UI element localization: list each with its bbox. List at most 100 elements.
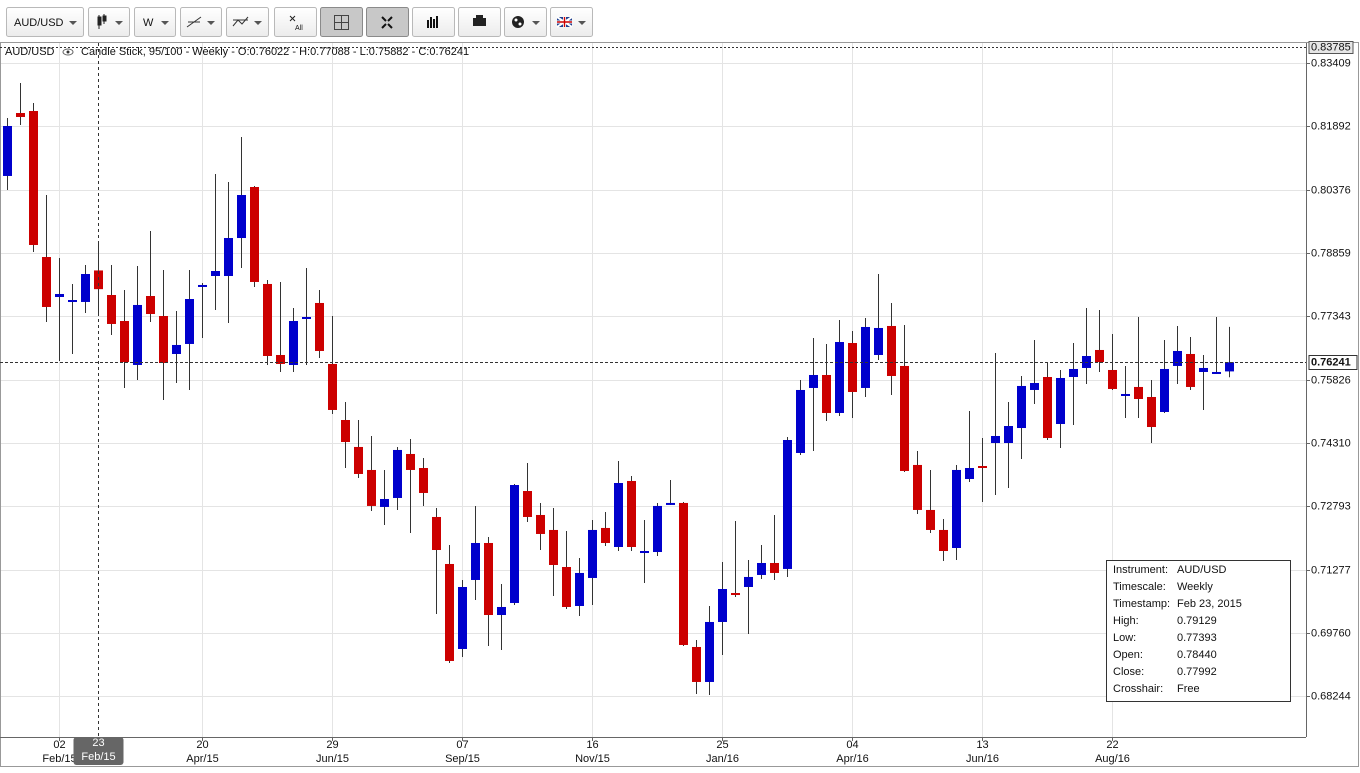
- symbol-dropdown[interactable]: AUD/USD: [6, 7, 84, 37]
- candle-body: [81, 273, 90, 302]
- fit-toggle[interactable]: [366, 7, 409, 37]
- candle-body: [874, 327, 883, 355]
- candle-body: [991, 435, 1000, 444]
- overlay: 0.83785 0.76241 23 Feb/15: [0, 41, 1358, 765]
- candle-body: [432, 516, 441, 551]
- candle-body: [146, 296, 155, 314]
- candle-body: [1225, 362, 1234, 372]
- candle-body: [354, 446, 363, 474]
- grid: 0.83409 0.81892 0.80376 0.78859 0.77343 0.758…: [0, 43, 1351, 765]
- candle-body: [900, 365, 909, 471]
- candle-body: [809, 374, 818, 388]
- indicator-dropdown[interactable]: [226, 7, 269, 37]
- candle-body: [328, 363, 337, 410]
- candle-body: [1108, 369, 1117, 389]
- print-button[interactable]: [458, 7, 501, 37]
- toolbar: AUD/USD W All: [0, 0, 1360, 42]
- candle-body: [1043, 376, 1052, 438]
- x-tick-sublabel: Apr/15: [186, 753, 218, 765]
- candle-body: [471, 542, 480, 580]
- candle-body: [1134, 386, 1143, 399]
- plot-area: [1, 43, 1306, 737]
- candle-body: [406, 453, 415, 470]
- language-dropdown[interactable]: [550, 7, 593, 37]
- candle-body: [965, 468, 974, 479]
- high-price-label: 0.83785: [1311, 41, 1351, 53]
- x-tick-sublabel: Jun/16: [966, 753, 999, 765]
- candle-body: [718, 588, 727, 622]
- candle-body: [458, 586, 467, 649]
- candle-body: [172, 344, 181, 354]
- candle-body: [705, 621, 714, 682]
- candle-body: [68, 300, 77, 303]
- crosshair-sublabel: Feb/15: [81, 751, 115, 763]
- candle-body: [627, 480, 636, 547]
- candle-body: [549, 529, 558, 565]
- y-tick-label: 0.69760: [1311, 627, 1351, 639]
- candle-body: [926, 509, 935, 530]
- candle-body: [393, 449, 402, 498]
- legend-symbol: AUD/USD: [5, 46, 55, 58]
- y-tick-label: 0.71277: [1311, 564, 1351, 576]
- timescale-text: W: [143, 17, 154, 29]
- candle-body: [952, 469, 961, 549]
- info-value: 0.79129: [1177, 615, 1217, 627]
- chart-type-dropdown[interactable]: [88, 7, 130, 37]
- color-dropdown[interactable]: [504, 7, 547, 37]
- candle-body: [575, 572, 584, 606]
- candle-body: [1147, 396, 1156, 428]
- candle-body: [1173, 350, 1182, 366]
- clear-all-button[interactable]: All: [274, 7, 317, 37]
- info-value: Weekly: [1177, 581, 1213, 593]
- info-box: Instrument: AUD/USD Timescale: Weekly Timest…: [1106, 560, 1291, 702]
- x-tick-label: 04: [846, 739, 858, 751]
- candle-body: [835, 342, 844, 413]
- candle-body: [263, 283, 272, 356]
- candle-body: [276, 354, 285, 364]
- candle-body: [159, 315, 168, 364]
- candle-body: [55, 293, 64, 298]
- candle-body: [1095, 349, 1104, 363]
- chart-frame: [0, 42, 1359, 767]
- clear-all-text: All: [295, 25, 303, 32]
- x-tick-label: 02: [53, 739, 65, 751]
- info-label: Timestamp:: [1113, 598, 1170, 610]
- candle-body: [302, 317, 311, 320]
- symbol-text: AUD/USD: [14, 17, 64, 29]
- candle-body: [315, 302, 324, 351]
- candle-body: [367, 469, 376, 506]
- x-tick-sublabel: Aug/16: [1095, 753, 1130, 765]
- info-value: AUD/USD: [1177, 564, 1227, 576]
- line-tool-dropdown[interactable]: [180, 7, 222, 37]
- candle-body: [1199, 367, 1208, 372]
- x-tick-label: 13: [976, 739, 988, 751]
- info-box-frame: [1106, 560, 1291, 702]
- crosshair-label: 23: [92, 737, 104, 749]
- volume-button[interactable]: [412, 7, 455, 37]
- grid-toggle[interactable]: [320, 7, 363, 37]
- candle-body: [978, 466, 987, 469]
- y-tick-label: 0.75826: [1311, 374, 1351, 386]
- candle-body: [250, 186, 259, 282]
- candle-body: [1160, 368, 1169, 412]
- info-label: Low:: [1113, 632, 1136, 644]
- timescale-dropdown[interactable]: W: [134, 7, 176, 37]
- candle-body: [562, 566, 571, 607]
- x-tick-sublabel: Apr/16: [836, 753, 868, 765]
- candle-body: [679, 502, 688, 645]
- last-price-label: 0.76241: [1311, 356, 1351, 368]
- candle-body: [1186, 353, 1195, 387]
- candle-body: [497, 606, 506, 616]
- visibility-toggle[interactable]: [62, 48, 74, 56]
- info-label: Open:: [1113, 649, 1143, 661]
- candle-body: [42, 257, 51, 307]
- candle-body: [133, 304, 142, 365]
- candle-body: [510, 485, 519, 603]
- candle-body: [237, 195, 246, 239]
- candle-body: [1082, 355, 1091, 368]
- candle-body: [211, 270, 220, 277]
- candle-body: [848, 343, 857, 392]
- last-price-box: [1308, 355, 1358, 370]
